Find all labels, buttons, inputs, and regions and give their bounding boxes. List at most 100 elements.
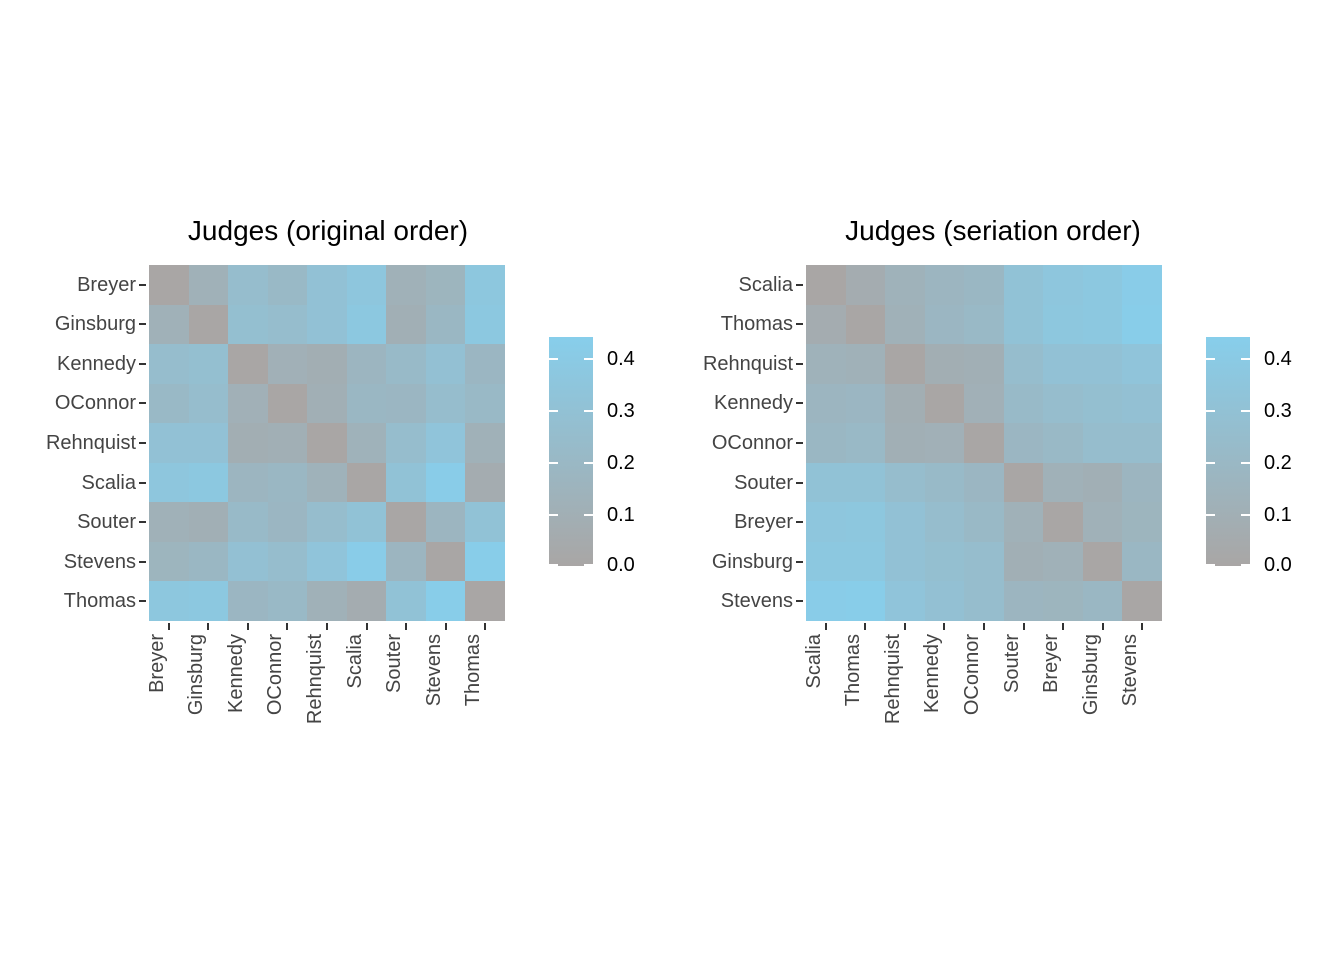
heatmap-cell xyxy=(188,423,229,463)
row-tick xyxy=(796,521,803,524)
colorbar-tick-left xyxy=(549,357,558,360)
colorbar-tick-left xyxy=(549,409,558,412)
heatmap-cell xyxy=(346,265,387,305)
colorbar-tick-right xyxy=(1241,409,1250,412)
col-label: Scalia xyxy=(802,634,825,689)
heatmap-cell xyxy=(964,581,1004,621)
colorbar-tick-left xyxy=(1206,564,1215,566)
heatmap-cell xyxy=(149,383,189,424)
col-tick xyxy=(1062,623,1065,630)
col-label: OConnor xyxy=(264,634,287,716)
heatmap-cell xyxy=(964,344,1004,384)
heatmap-cell xyxy=(267,265,308,305)
heatmap-cell xyxy=(885,581,925,621)
heatmap-cell xyxy=(307,304,347,345)
col-tick xyxy=(286,623,289,630)
col-label: Kennedy xyxy=(224,634,247,713)
heatmap-cell xyxy=(386,304,426,345)
heatmap-grid-original xyxy=(149,265,505,621)
heatmap-cell xyxy=(964,423,1004,463)
heatmap-cell xyxy=(845,344,886,384)
col-label: Thomas xyxy=(842,634,865,707)
row-label: OConnor xyxy=(711,432,793,454)
col-tick xyxy=(1022,623,1025,630)
heatmap-cell xyxy=(924,304,965,345)
heatmap-cell xyxy=(267,502,308,542)
heatmap-cell xyxy=(885,265,925,305)
row-label: Rehnquist xyxy=(702,352,793,375)
heatmap-cell xyxy=(188,265,229,305)
heatmap-cell xyxy=(149,462,189,503)
heatmap-cell xyxy=(465,462,505,503)
row-tick xyxy=(139,521,146,524)
col-label: Kennedy xyxy=(921,634,944,713)
row-label: Souter xyxy=(734,471,793,494)
heatmap-cell xyxy=(346,462,387,503)
heatmap-cell xyxy=(964,462,1004,503)
heatmap-cell xyxy=(425,383,466,424)
heatmap-cell xyxy=(267,581,308,621)
heatmap-cell xyxy=(885,423,925,463)
heatmap-cell xyxy=(1043,502,1083,542)
heatmap-cell xyxy=(1082,541,1123,582)
heatmap-cell xyxy=(1122,541,1162,582)
heatmap-cell xyxy=(267,423,308,463)
heatmap-cell xyxy=(267,344,308,384)
heatmap-cell xyxy=(1003,265,1044,305)
col-tick xyxy=(444,623,447,630)
heatmap-cell xyxy=(149,304,189,345)
row-tick xyxy=(796,402,803,405)
heatmap-cell xyxy=(1043,541,1083,582)
heatmap-cell xyxy=(924,265,965,305)
colorbar-tick-label: 0.0 xyxy=(607,554,635,576)
heatmap-cell xyxy=(465,541,505,582)
row-label: Souter xyxy=(77,511,136,534)
row-label: Rehnquist xyxy=(45,432,136,454)
col-tick xyxy=(983,623,985,630)
heatmap-cell xyxy=(1003,304,1044,345)
heatmap-cell xyxy=(386,462,426,503)
row-label: OConnor xyxy=(54,392,136,415)
heatmap-cell xyxy=(806,383,846,424)
heatmap-cell xyxy=(885,462,925,503)
heatmap-cell xyxy=(845,502,886,542)
heatmap-cell xyxy=(885,383,925,424)
colorbar-tick-label: 0.4 xyxy=(1264,347,1292,370)
col-label: Breyer xyxy=(145,634,168,693)
heatmap-cell xyxy=(806,581,846,621)
heatmap-cell xyxy=(188,462,229,503)
row-tick xyxy=(796,323,803,326)
row-tick xyxy=(139,402,146,405)
heatmap-cell xyxy=(924,581,965,621)
heatmap-cell xyxy=(149,541,189,582)
heatmap-cell xyxy=(307,462,347,503)
heatmap-cell xyxy=(188,581,229,621)
row-label: Stevens xyxy=(63,550,136,573)
row-label: Stevens xyxy=(720,590,793,613)
heatmap-cell xyxy=(346,502,387,542)
row-tick xyxy=(796,283,803,286)
heatmap-cell xyxy=(465,344,505,384)
heatmap-cell xyxy=(806,344,846,384)
heatmap-cell xyxy=(425,423,466,463)
colorbar-tick-label: 0.1 xyxy=(1264,503,1292,526)
heatmap-cell xyxy=(465,304,505,345)
heatmap-cell xyxy=(188,541,229,582)
col-label: Scalia xyxy=(343,634,366,689)
heatmap-cell xyxy=(964,383,1004,424)
heatmap-cell xyxy=(346,304,387,345)
col-tick xyxy=(484,623,487,630)
heatmap-cell xyxy=(1003,344,1044,384)
row-tick xyxy=(139,283,146,286)
heatmap-cell xyxy=(149,423,189,463)
heatmap-cell xyxy=(149,502,189,542)
heatmap-cell xyxy=(1122,581,1162,621)
heatmap-cell xyxy=(465,502,505,542)
heatmap-cell xyxy=(924,383,965,424)
heatmap-cell xyxy=(307,502,347,542)
colorbar-tick-left xyxy=(549,461,558,464)
heatmap-cell xyxy=(1122,344,1162,384)
col-tick xyxy=(1101,623,1104,630)
col-tick xyxy=(326,623,328,630)
